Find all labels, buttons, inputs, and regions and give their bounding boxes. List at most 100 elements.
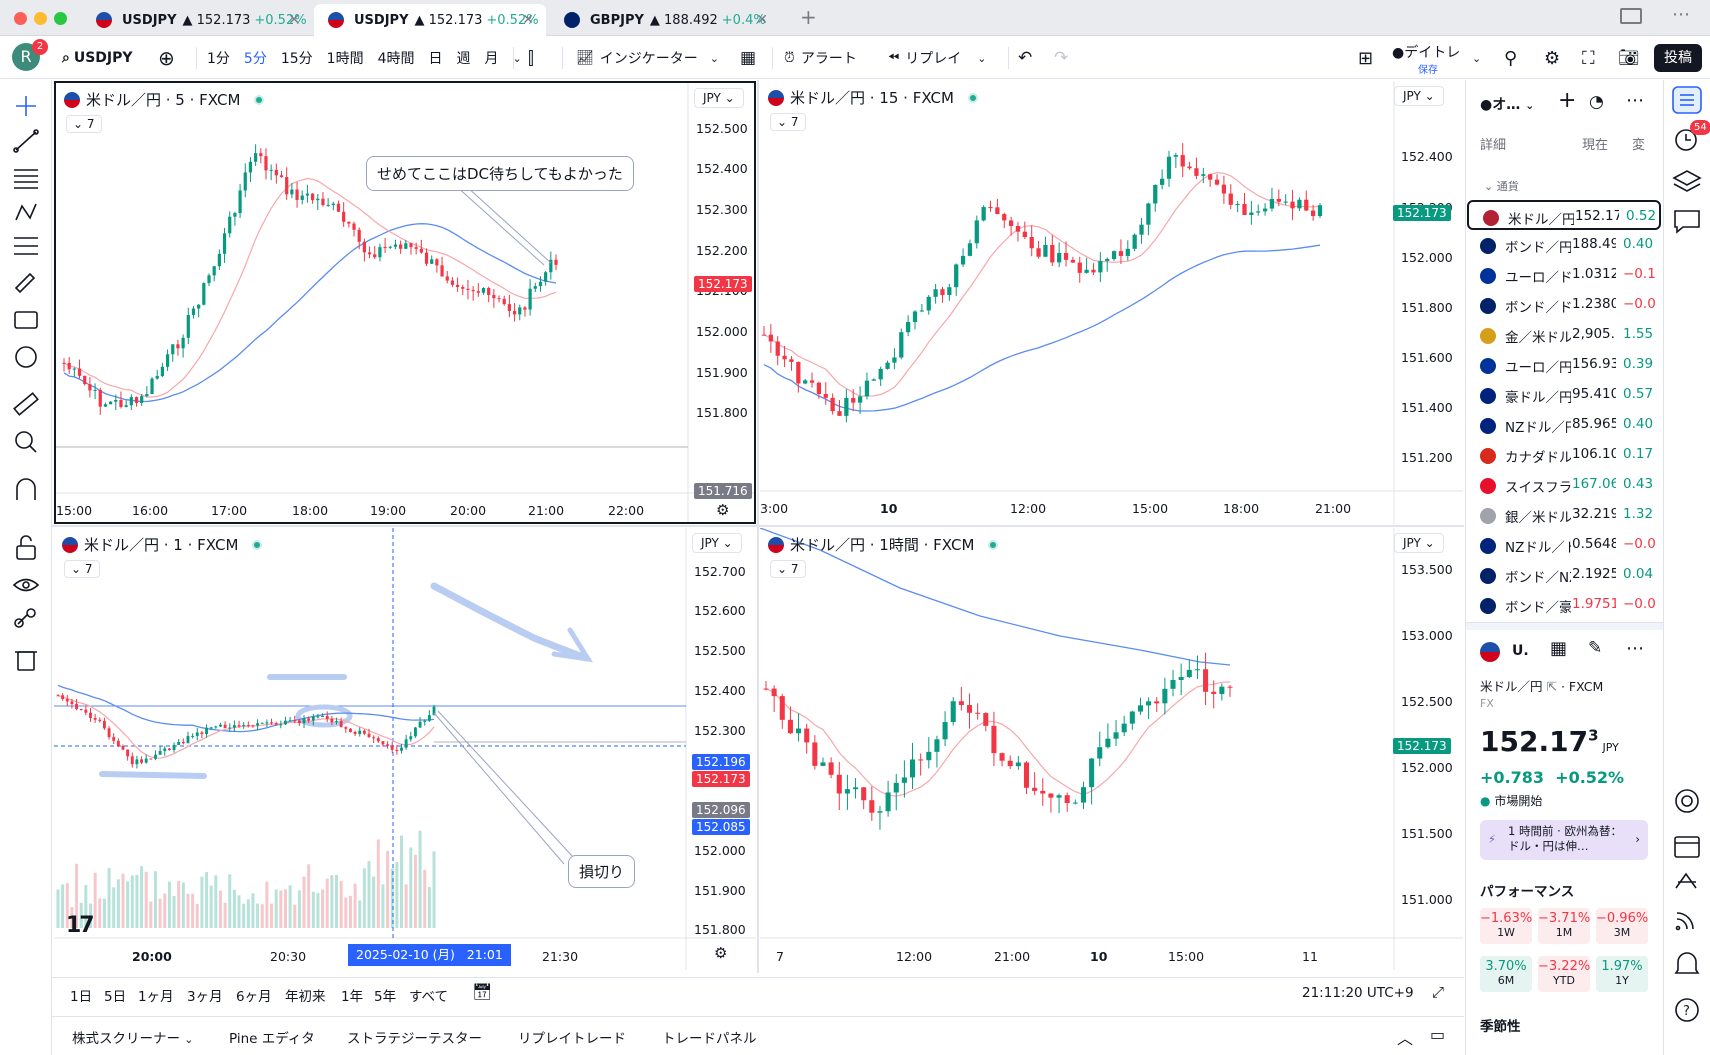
fullscreen-icon[interactable]: ⛶: [1582, 47, 1595, 69]
pane-divider-horizontal[interactable]: [52, 525, 1464, 527]
minimize-window-button[interactable]: [34, 12, 47, 25]
calendar-icon[interactable]: 📅︎: [472, 982, 493, 1001]
gear-icon[interactable]: ⚙︎: [716, 501, 730, 519]
redo-icon[interactable]: ↷: [1054, 48, 1069, 68]
range-5y[interactable]: 5年: [374, 989, 397, 1005]
range-all[interactable]: すべて: [409, 989, 449, 1005]
range-ytd[interactable]: 年初来: [285, 989, 326, 1005]
more-options-icon[interactable]: ⋯: [1672, 4, 1690, 25]
publish-button[interactable]: 投稿: [1654, 44, 1702, 72]
range-1y[interactable]: 1年: [341, 989, 364, 1005]
watchlist-row[interactable]: ボンド／ドル1.2380 −0.0: [1466, 290, 1663, 320]
indicators-toggle[interactable]: ⌄ 7: [64, 560, 100, 578]
chevron-down-icon[interactable]: ⌄: [512, 51, 522, 65]
alert-button[interactable]: ⏰︎ アラート: [784, 37, 857, 79]
watchlist-row[interactable]: ユーロ／円 156.93 0.39: [1466, 350, 1663, 380]
performance-cell[interactable]: 1.97% 1Y: [1596, 956, 1648, 992]
gear-icon[interactable]: ⚙︎: [1544, 47, 1561, 69]
templates-icon[interactable]: ▦: [740, 48, 757, 68]
performance-cell[interactable]: −3.71% 1M: [1538, 908, 1590, 944]
watchlist-row[interactable]: NZドル／円85.965 0.40: [1466, 410, 1663, 440]
panel-splitter[interactable]: [1466, 622, 1663, 630]
maximize-panel-icon[interactable]: ▭: [1430, 1025, 1446, 1044]
callout-annotation[interactable]: 損切り: [568, 855, 636, 888]
browser-tab-1[interactable]: USDJPY ▲ 152.173 +0.52% ✕: [82, 4, 312, 36]
tab-trade-panel[interactable]: トレードパネル: [662, 1031, 757, 1047]
expand-icon[interactable]: ⤢: [1432, 983, 1445, 1001]
chart-pane-1m[interactable]: 米ドル／円 · 1 · FXCM ⌄ 7 JPY ⌄ 152.700 152.60…: [54, 528, 756, 970]
col-header-symbol[interactable]: 詳細: [1480, 138, 1507, 153]
symbol-search-button[interactable]: ⌕ USDJPY: [62, 37, 133, 79]
performance-cell[interactable]: −1.63% 1W: [1480, 908, 1532, 944]
watchlist-row[interactable]: カナダドル／円106.10 0.17: [1466, 440, 1663, 470]
layout-name[interactable]: ●デイトレ: [1392, 45, 1461, 61]
camera-icon[interactable]: 📷︎: [1618, 48, 1640, 68]
watchlist-row[interactable]: ボンド／NZ2.1925 0.04: [1466, 560, 1663, 590]
interval-15m[interactable]: 15分: [280, 51, 313, 67]
interval-1h[interactable]: 1時間: [326, 51, 364, 67]
clock-timezone[interactable]: 21:11:20 UTC+9: [1302, 985, 1414, 1001]
more-options-icon[interactable]: ⋯: [1626, 90, 1644, 111]
sidebar-toggle-icon[interactable]: [1620, 8, 1642, 24]
section-header[interactable]: ⌄ 通貨: [1484, 178, 1519, 194]
interval-4h[interactable]: 4時間: [377, 51, 415, 67]
candle-type-icon[interactable]: ⫿: [528, 47, 534, 69]
watchlist-row[interactable]: 豪ドル／円 95.410 0.57: [1466, 380, 1663, 410]
interval-1m[interactable]: 1分: [207, 51, 230, 67]
range-5d[interactable]: 5日: [104, 989, 127, 1005]
chevron-down-icon[interactable]: ⌄: [1472, 51, 1482, 65]
detail-symbol-short[interactable]: U.: [1512, 643, 1529, 659]
close-tab-icon[interactable]: ✕: [522, 12, 534, 28]
edit-icon[interactable]: ✎: [1588, 638, 1603, 658]
watchlist-row[interactable]: ボンド／豪 1.9751 −0.0: [1466, 590, 1663, 620]
col-header-last[interactable]: 現在: [1582, 138, 1609, 153]
callout-annotation[interactable]: せめてここはDC待ちしてもよかった: [366, 156, 634, 191]
currency-selector[interactable]: JPY ⌄: [1394, 533, 1444, 553]
new-tab-icon[interactable]: +: [800, 5, 817, 29]
close-window-button[interactable]: [14, 12, 27, 25]
indicators-toggle[interactable]: ⌄ 7: [66, 115, 102, 133]
templates-icon[interactable]: ▦: [1550, 638, 1568, 659]
col-header-change[interactable]: 変: [1632, 138, 1646, 153]
tab-strategy-tester[interactable]: ストラテジーテスター: [347, 1031, 482, 1047]
watchlist-row[interactable]: 銀／米ドル 32.219 1.32: [1466, 500, 1663, 530]
currency-selector[interactable]: JPY ⌄: [692, 533, 742, 553]
chart-pane-1h[interactable]: 米ドル／円 · 1時間 · FXCM ⌄ 7 JPY ⌄ 153.500 153.…: [760, 528, 1463, 970]
news-banner[interactable]: ⚡︎ 1 時間前 · 欧州為替：ドル・円は伸… ›: [1480, 820, 1648, 860]
watchlist-row[interactable]: ユーロ／ドル1.0312 −0.1: [1466, 260, 1663, 290]
interval-5m[interactable]: 5分: [243, 51, 267, 67]
interval-w[interactable]: 週: [456, 51, 471, 67]
currency-selector[interactable]: JPY ⌄: [1394, 86, 1444, 106]
chart-pane-15m[interactable]: 米ドル／円 · 15 · FXCM ⌄ 7 JPY ⌄ 152.400152.2…: [760, 81, 1463, 524]
tab-replay-trade[interactable]: リプレイトレード: [518, 1031, 626, 1047]
chart-pane-5m[interactable]: 米ドル／円 · 5 · FXCM ⌄ 7 JPY ⌄ せめてここはDC待ちしても…: [54, 81, 756, 524]
watchlist-row[interactable]: スイスフラン／円167.06 0.43: [1466, 470, 1663, 500]
gear-icon[interactable]: ⚙︎: [714, 944, 728, 962]
indicators-toggle[interactable]: ⌄ 7: [770, 113, 806, 131]
close-tab-icon[interactable]: ✕: [756, 12, 768, 28]
range-3m[interactable]: 3ヶ月: [187, 989, 223, 1005]
collapse-panel-icon[interactable]: ︿: [1397, 1029, 1414, 1048]
performance-cell[interactable]: −3.22% YTD: [1538, 956, 1590, 992]
watchlist-row[interactable]: 金／米ドル 2,905. 1.55: [1466, 320, 1663, 350]
range-1d[interactable]: 1日: [70, 989, 93, 1005]
tab-stock-screener[interactable]: 株式スクリーナー ⌄: [72, 1027, 194, 1047]
interval-d[interactable]: 日: [428, 51, 443, 67]
range-1m[interactable]: 1ヶ月: [138, 989, 174, 1005]
browser-tab-3[interactable]: GBPJPY ▲ 188.492 +0.4% ✕: [550, 4, 780, 36]
watchlist-row[interactable]: NZドル／ドル0.5648 −0.0: [1466, 530, 1663, 560]
layout-grid-icon[interactable]: ⊞: [1358, 47, 1374, 69]
currency-selector[interactable]: JPY ⌄: [694, 88, 744, 108]
tab-pine-editor[interactable]: Pine エディタ: [229, 1031, 315, 1047]
detail-name[interactable]: 米ドル／円 ⇱ · FXCM: [1480, 679, 1604, 694]
undo-icon[interactable]: ↶: [1018, 48, 1033, 68]
close-tab-icon[interactable]: ✕: [288, 12, 300, 28]
performance-cell[interactable]: −0.96% 3M: [1596, 908, 1648, 944]
performance-cell[interactable]: 3.70% 6M: [1480, 956, 1532, 992]
browser-tab-2[interactable]: USDJPY ▲ 152.173 +0.52% ✕: [314, 4, 546, 36]
more-options-icon[interactable]: ⋯: [1626, 638, 1644, 659]
replay-button[interactable]: ⏪︎ リプレイ ⌄: [888, 37, 986, 79]
interval-m[interactable]: 月: [484, 51, 499, 67]
compare-symbol-icon[interactable]: ⊕: [158, 46, 175, 70]
